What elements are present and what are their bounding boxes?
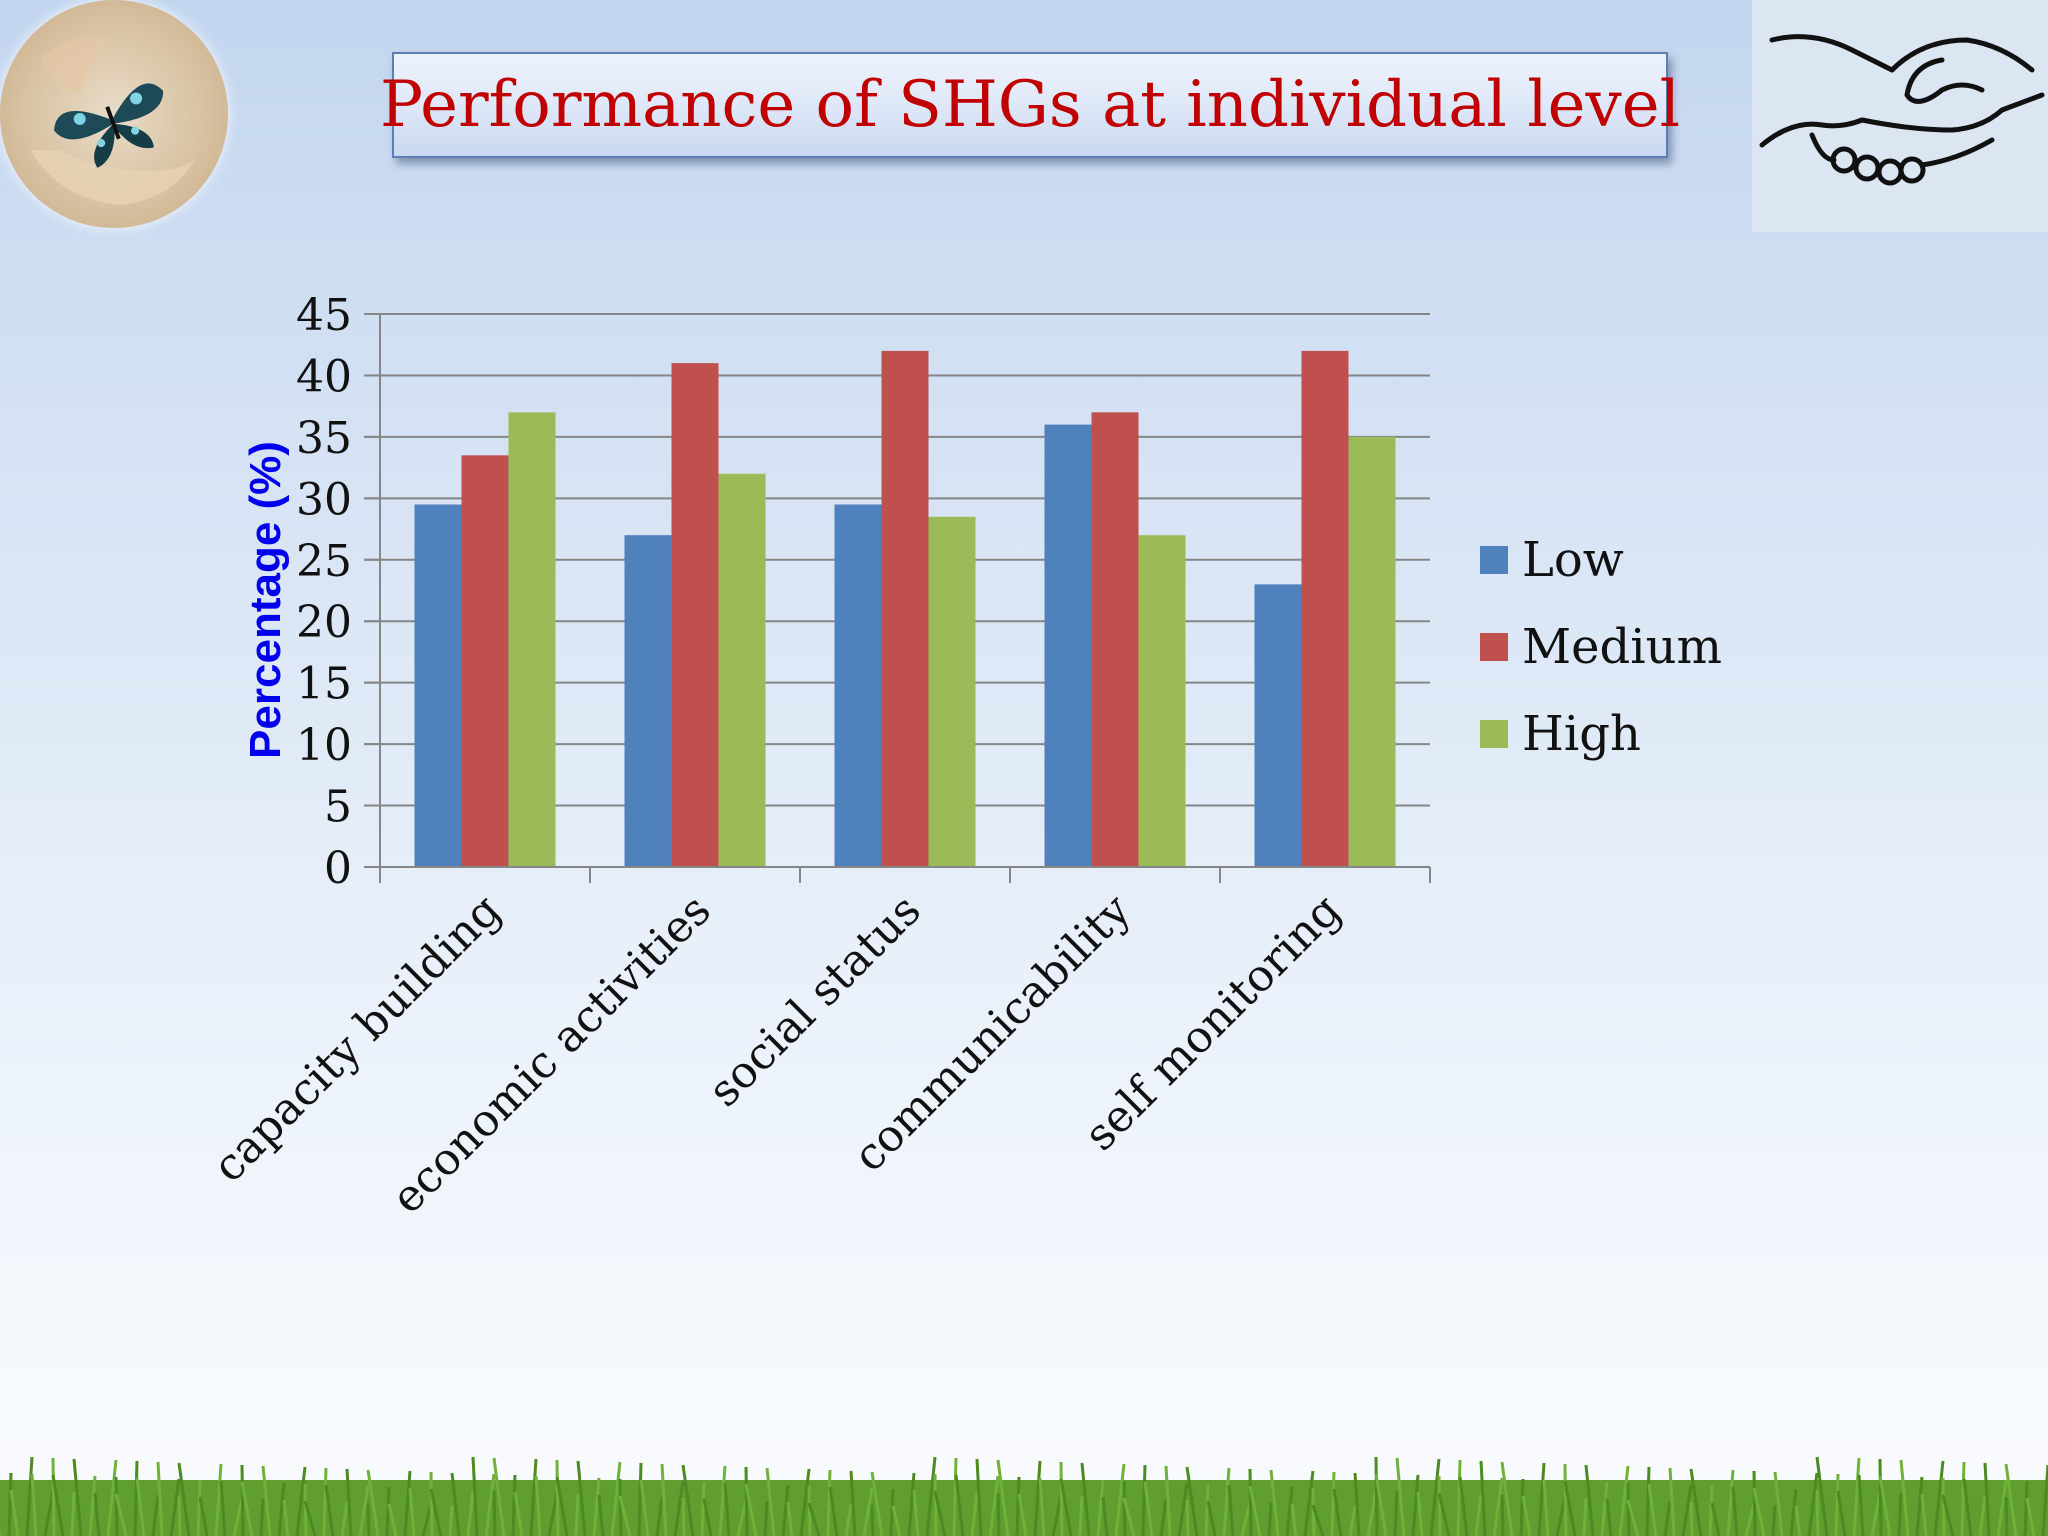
bar-high-2 <box>928 516 976 867</box>
bar-high-0 <box>508 412 556 867</box>
y-tick-label: 30 <box>296 474 352 525</box>
bar-medium-3 <box>1091 412 1139 867</box>
handshake-graphic <box>1759 34 2045 186</box>
y-tick-label: 35 <box>296 413 352 464</box>
bar-medium-0 <box>461 455 509 867</box>
legend-swatch-medium <box>1480 633 1508 661</box>
grass-decoration <box>0 1456 2048 1536</box>
bar-medium-4 <box>1301 350 1349 867</box>
bar-medium-2 <box>881 350 929 867</box>
y-tick-label: 20 <box>296 597 352 648</box>
y-tick-label: 40 <box>296 351 352 402</box>
legend-swatch-low <box>1480 546 1508 574</box>
y-tick-label: 25 <box>296 536 352 587</box>
bar-high-4 <box>1348 436 1396 867</box>
legend-label-medium: Medium <box>1522 619 1722 675</box>
legend-label-high: High <box>1522 706 1641 762</box>
bar-low-1 <box>624 535 672 867</box>
bar-low-3 <box>1044 424 1092 867</box>
y-tick-label: 45 <box>296 290 352 341</box>
bar-high-1 <box>718 473 766 867</box>
y-axis-label: Percentage (%) <box>241 441 290 759</box>
slide-title: Performance of SHGs at individual level <box>379 68 1681 142</box>
bar-low-0 <box>414 504 462 867</box>
y-tick-label: 5 <box>324 782 352 833</box>
legend-label-low: Low <box>1522 532 1624 588</box>
x-tick-label: social status <box>699 885 931 1117</box>
butterfly-in-hands-icon <box>0 0 228 228</box>
title-box: Performance of SHGs at individual level <box>380 52 1680 158</box>
bar-low-4 <box>1254 584 1302 867</box>
bar-medium-1 <box>671 363 719 867</box>
y-tick-label: 15 <box>296 659 352 710</box>
bar-low-2 <box>834 504 882 867</box>
y-tick-label: 10 <box>296 720 352 771</box>
bar-high-3 <box>1138 535 1186 867</box>
butterfly-logo-graphic <box>30 37 195 205</box>
handshake-icon <box>1752 0 2048 232</box>
legend-swatch-high <box>1480 720 1508 748</box>
y-tick-label: 0 <box>324 843 352 894</box>
